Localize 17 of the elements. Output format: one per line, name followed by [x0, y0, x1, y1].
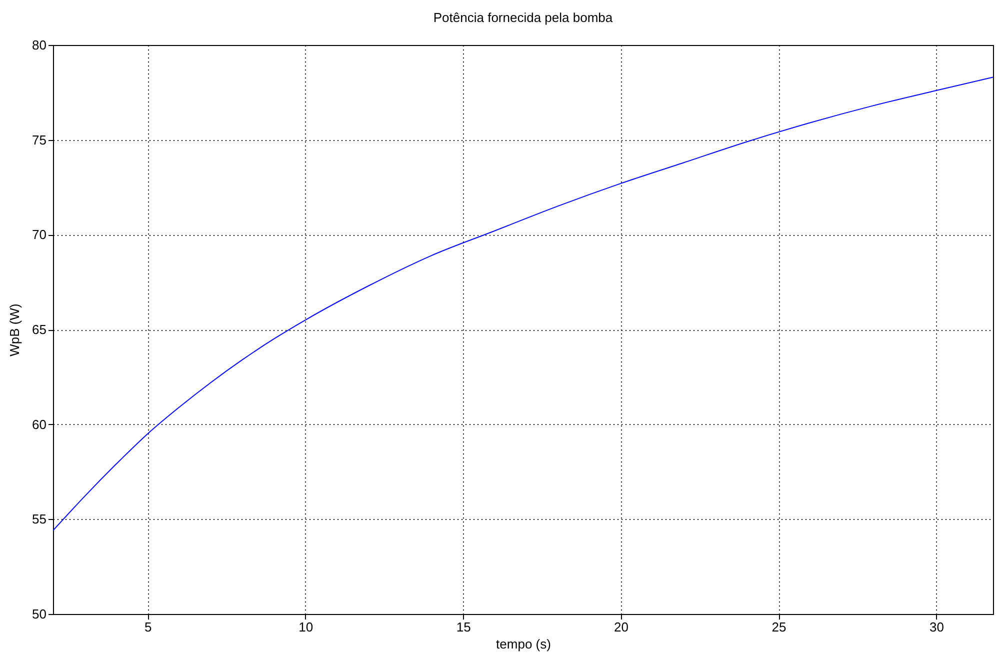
y-tick-label: 80	[32, 38, 46, 52]
x-tick-label: 15	[456, 620, 471, 634]
x-axis-title: tempo (s)	[496, 636, 551, 652]
line-series	[53, 76, 993, 532]
x-tick-label: 20	[614, 620, 629, 634]
y-axis-title: WpB (W)	[7, 304, 22, 356]
x-tick-label: 5	[144, 620, 152, 634]
y-tick-label: 75	[32, 132, 46, 148]
y-tick-label: 55	[32, 512, 46, 527]
y-tick-label: 65	[32, 322, 46, 337]
chart-title: Potência fornecida pela bomba	[433, 10, 614, 25]
x-tick-label: 30	[929, 620, 944, 634]
y-tick-label: 70	[32, 227, 46, 242]
y-tick-label: 60	[32, 416, 46, 432]
x-tick-label: 10	[298, 620, 314, 634]
y-tick-label: 50	[32, 606, 46, 622]
x-tick-label: 25	[772, 620, 786, 634]
